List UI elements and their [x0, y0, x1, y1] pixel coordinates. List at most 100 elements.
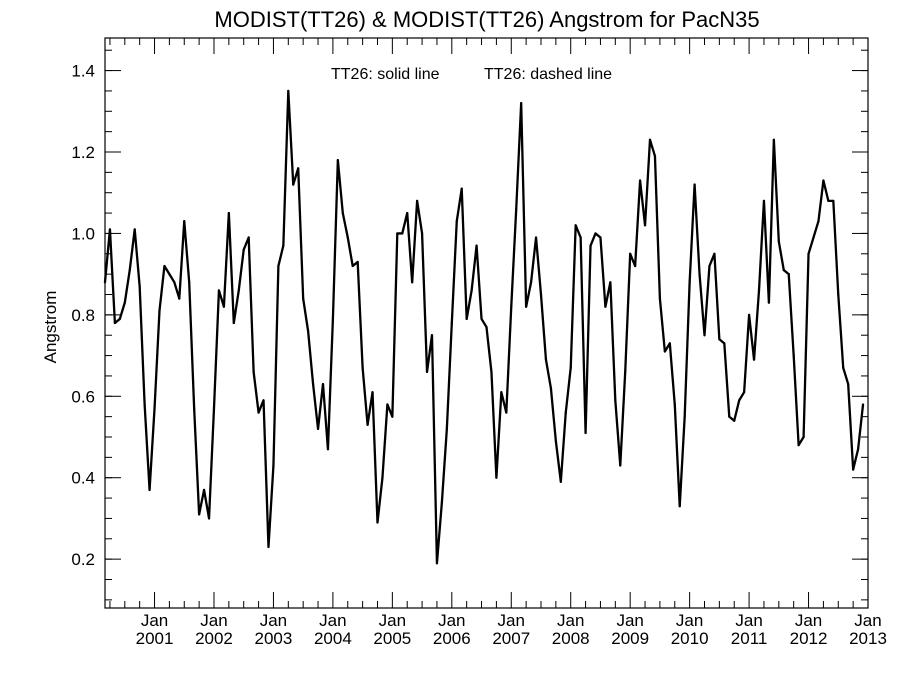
- data-point: [237, 289, 240, 292]
- data-point: [837, 293, 840, 296]
- data-point: [143, 403, 146, 406]
- data-point: [406, 211, 409, 215]
- data-point: [465, 317, 468, 321]
- data-point: [158, 309, 161, 312]
- data-point: [767, 301, 771, 304]
- x-tick-month-label: Jan: [854, 611, 881, 630]
- x-tick-year-label: 2009: [611, 629, 649, 648]
- data-point: [391, 415, 394, 418]
- x-tick-year-label: 2011: [731, 629, 768, 648]
- data-point: [455, 220, 458, 223]
- x-tick-month-label: Jan: [438, 611, 465, 630]
- data-point: [282, 244, 285, 247]
- data-point: [445, 427, 448, 430]
- x-tick-year-label: 2008: [552, 629, 590, 648]
- data-point: [420, 232, 424, 235]
- x-tick-month-label: Jan: [200, 611, 227, 630]
- x-tick-month-label: Jan: [557, 611, 584, 630]
- data-point: [643, 224, 647, 227]
- data-point: [440, 501, 443, 504]
- y-tick-label: 0.4: [71, 469, 95, 488]
- data-point: [411, 281, 414, 284]
- data-point: [371, 391, 374, 394]
- data-point: [257, 411, 260, 414]
- data-point: [713, 252, 716, 255]
- data-point: [634, 264, 637, 268]
- data-point: [856, 448, 860, 451]
- data-point: [549, 387, 553, 390]
- data-point: [614, 399, 617, 402]
- x-tick-month-label: Jan: [319, 611, 346, 630]
- data-point: [792, 354, 795, 357]
- x-tick-year-label: 2005: [373, 629, 411, 648]
- data-point: [554, 439, 557, 443]
- x-tick-month-label: Jan: [498, 611, 525, 630]
- legend-dashed: TT26: dashed line: [484, 66, 612, 83]
- data-point: [861, 403, 865, 406]
- data-point: [539, 293, 543, 296]
- data-point: [832, 199, 835, 202]
- data-point: [589, 244, 592, 247]
- data-point: [202, 488, 206, 492]
- data-point: [188, 281, 191, 284]
- data-point: [331, 317, 334, 321]
- data-point: [733, 419, 736, 422]
- y-tick-label: 1.4: [71, 62, 95, 81]
- data-point: [648, 138, 652, 141]
- x-tick-year-label: 2003: [255, 629, 293, 648]
- data-point: [470, 289, 473, 292]
- data-point: [193, 407, 196, 410]
- data-point: [599, 236, 602, 239]
- x-tick-year-label: 2006: [433, 629, 471, 648]
- data-point: [812, 236, 815, 239]
- x-tick-year-label: 2012: [790, 629, 828, 648]
- axes: 0.20.40.60.81.01.21.4Jan2001Jan2002Jan20…: [71, 38, 887, 648]
- plot-frame: [104, 37, 869, 609]
- data-point: [292, 183, 295, 186]
- data-point: [183, 220, 186, 223]
- data-point: [624, 370, 627, 373]
- data-point: [847, 382, 850, 386]
- data-point: [128, 268, 131, 272]
- data-point: [564, 411, 567, 414]
- x-tick-month-label: Jan: [676, 611, 703, 630]
- data-point: [430, 334, 434, 337]
- data-point: [559, 480, 562, 483]
- x-tick-year-label: 2013: [849, 629, 887, 648]
- data-point: [495, 476, 498, 479]
- data-point: [827, 199, 830, 202]
- data-point: [782, 268, 785, 272]
- data-point: [698, 273, 701, 276]
- data-point: [425, 370, 429, 373]
- data-point: [574, 224, 577, 227]
- data-point: [703, 334, 706, 337]
- data-point: [797, 444, 800, 447]
- data-point: [108, 228, 112, 231]
- data-point: [381, 476, 384, 479]
- data-point: [118, 317, 121, 321]
- data-point: [604, 305, 607, 308]
- data-point: [505, 411, 508, 414]
- data-point: [629, 252, 632, 255]
- x-tick-month-label: Jan: [379, 611, 406, 630]
- data-point: [361, 366, 364, 369]
- data-point: [133, 228, 136, 231]
- data-point: [178, 297, 181, 300]
- data-point: [475, 244, 478, 247]
- data-point: [743, 391, 746, 394]
- x-tick-year-label: 2001: [136, 629, 174, 648]
- data-point: [619, 464, 622, 467]
- data-points: [103, 89, 865, 565]
- data-point: [718, 338, 721, 341]
- x-tick-year-label: 2002: [195, 629, 233, 648]
- data-point: [842, 366, 845, 369]
- data-point: [341, 211, 344, 215]
- data-point: [822, 179, 825, 182]
- data-point: [217, 289, 221, 292]
- data-point: [287, 89, 290, 93]
- data-point: [123, 301, 126, 304]
- x-tick-month-label: Jan: [735, 611, 762, 630]
- data-point: [638, 179, 642, 182]
- data-point: [728, 415, 731, 418]
- y-tick-label: 0.2: [71, 550, 95, 569]
